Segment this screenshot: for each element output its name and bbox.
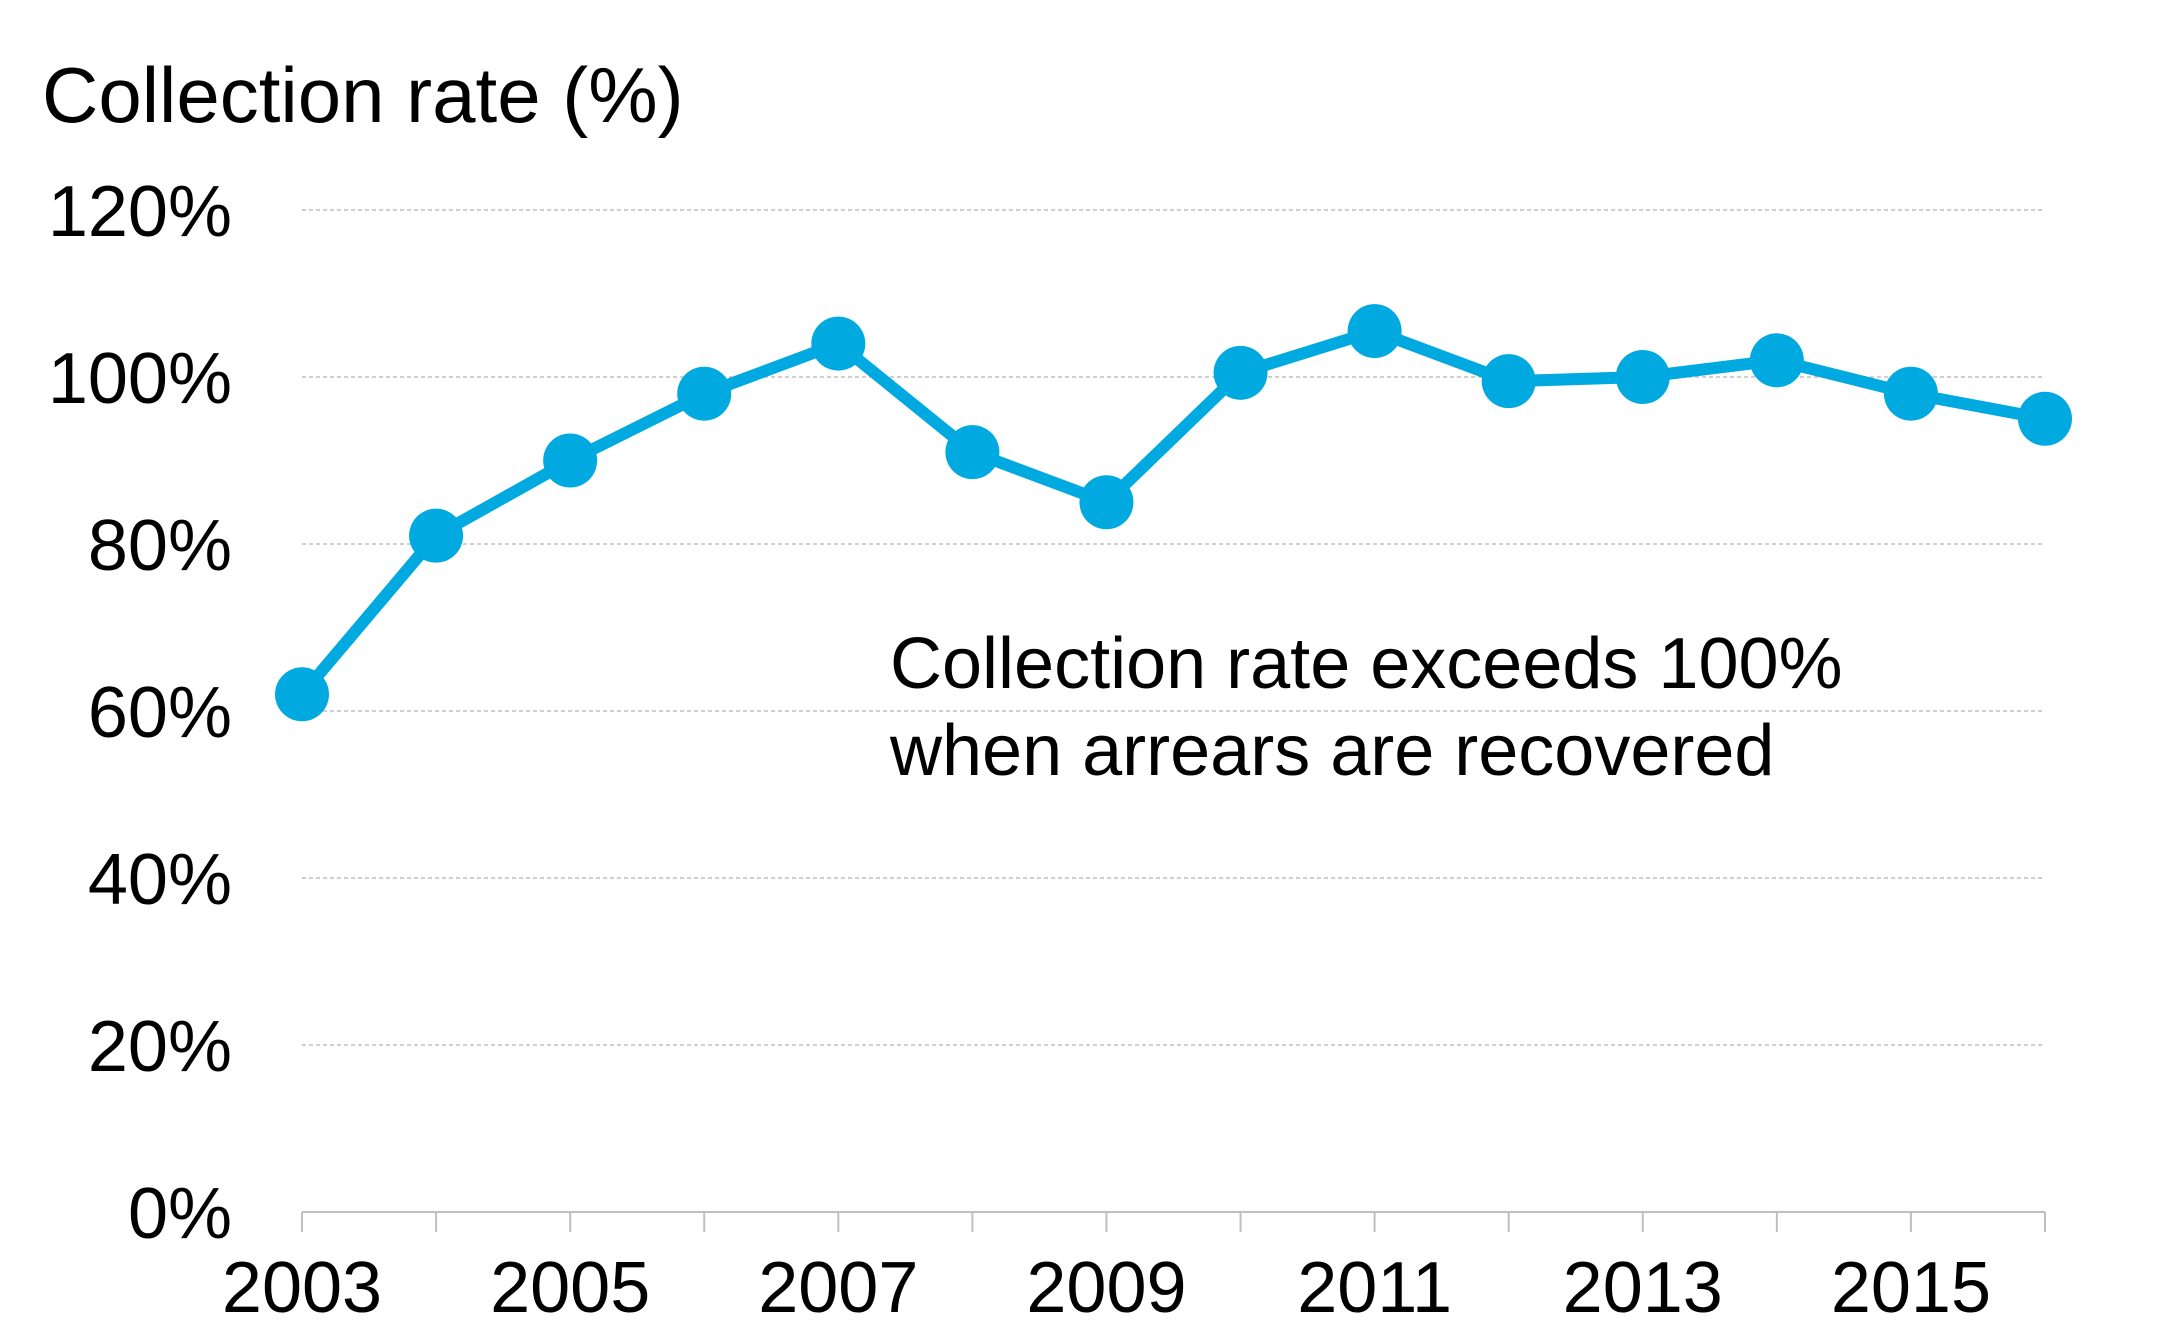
- data-point-2007: [811, 316, 866, 371]
- y-tick-label: 40%: [88, 840, 232, 920]
- gridlines: [302, 209, 2045, 1046]
- y-axis-ticks: 0% 20% 40% 60% 80% 100% 120%: [48, 172, 232, 1254]
- x-tick-label: 2005: [490, 1248, 650, 1328]
- annotation-line-2: when arrears are recovered: [889, 711, 1774, 791]
- x-tick-label: 2015: [1831, 1248, 1991, 1328]
- y-tick-label: 0%: [128, 1174, 232, 1254]
- x-tick-label: 2009: [1026, 1248, 1186, 1328]
- y-tick-label: 20%: [88, 1007, 232, 1087]
- y-tick-label: 100%: [48, 339, 232, 419]
- data-point-2016: [2018, 391, 2072, 446]
- data-point-2006: [677, 366, 732, 421]
- data-point-2012: [1481, 354, 1536, 409]
- y-tick-label: 120%: [48, 172, 232, 252]
- x-tick-label: 2003: [222, 1248, 382, 1328]
- data-point-2015: [1883, 366, 1938, 421]
- data-point-2011: [1347, 304, 1402, 359]
- y-tick-label: 80%: [88, 506, 232, 586]
- x-tick-label: 2011: [1297, 1248, 1452, 1328]
- y-axis-title: Collection rate (%): [42, 51, 684, 139]
- y-tick-label: 60%: [88, 673, 232, 753]
- x-tick-label: 2013: [1563, 1248, 1723, 1328]
- data-point-2004: [409, 508, 464, 563]
- data-point-2014: [1749, 333, 1804, 388]
- x-axis: 2003 2005 2007 2009 2011 2013 2015: [222, 1211, 2046, 1328]
- x-tick-label: 2007: [758, 1248, 918, 1328]
- annotation-line-1: Collection rate exceeds 100%: [890, 624, 1843, 704]
- data-point-2008: [945, 425, 1000, 480]
- data-point-2010: [1213, 345, 1268, 400]
- data-point-2003: [275, 667, 329, 722]
- data-point-2013: [1615, 350, 1670, 404]
- data-point-2005: [543, 433, 598, 488]
- data-point-2009: [1079, 475, 1134, 530]
- series-collection-rate: [275, 304, 2072, 722]
